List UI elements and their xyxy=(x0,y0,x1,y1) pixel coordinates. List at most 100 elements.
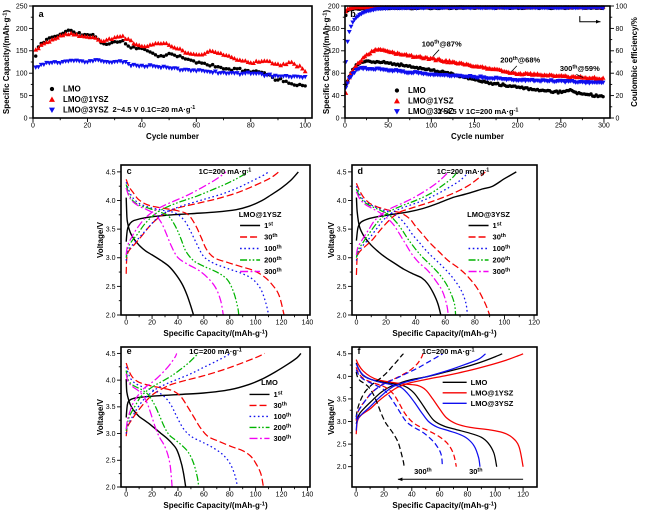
svg-text:40: 40 xyxy=(616,71,624,78)
svg-text:2.0: 2.0 xyxy=(337,312,347,319)
svg-text:4.0: 4.0 xyxy=(337,374,347,381)
svg-text:4.0: 4.0 xyxy=(337,198,347,205)
svg-text:3.5: 3.5 xyxy=(337,396,347,403)
svg-text:0: 0 xyxy=(31,123,35,130)
svg-text:20: 20 xyxy=(84,123,92,130)
svg-text:Specific Capacity/(mAh-g-1​): Specific Capacity/(mAh-g-1​) xyxy=(163,501,268,510)
svg-text:250: 250 xyxy=(555,123,567,130)
svg-text:40: 40 xyxy=(174,492,182,499)
svg-text:60: 60 xyxy=(616,48,624,55)
svg-text:80: 80 xyxy=(247,123,255,130)
svg-text:2.0: 2.0 xyxy=(337,464,347,471)
svg-text:0: 0 xyxy=(354,320,358,327)
svg-text:3.0: 3.0 xyxy=(106,431,116,438)
svg-text:1st​: 1st​ xyxy=(493,221,502,230)
svg-text:Specific Capacity/(mAh-g-1​): Specific Capacity/(mAh-g-1​) xyxy=(163,329,268,338)
svg-text:300th​: 300th​ xyxy=(414,467,432,476)
svg-text:30th​: 30th​ xyxy=(493,233,506,242)
svg-text:120: 120 xyxy=(276,320,288,327)
svg-text:80: 80 xyxy=(332,71,340,78)
svg-text:3.5: 3.5 xyxy=(337,227,347,234)
svg-text:Specific Capacity/(mAh·g-1​): Specific Capacity/(mAh·g-1​) xyxy=(2,10,11,115)
svg-text:Voltage/V: Voltage/V xyxy=(327,398,336,435)
svg-text:e: e xyxy=(127,346,132,356)
chart-c-voltage-profiles-lmo1ysz: 0 20 40 60 80 100 120 140 2.0 2.5 3.0 3.5 4.0 4.5 Spec… xyxy=(96,164,314,338)
chart-d-voltage-profiles-lmo3ysz: 0 20 40 60 80 100 120 2.0 2.5 3.0 3.5 4.0 4.5 Specifi… xyxy=(327,164,540,338)
svg-text:c: c xyxy=(127,166,132,176)
svg-text:2~4.5 V 1C=200 mA·g-1​: 2~4.5 V 1C=200 mA·g-1​ xyxy=(438,107,519,116)
svg-text:b: b xyxy=(350,9,356,19)
svg-text:20: 20 xyxy=(382,320,390,327)
svg-text:2.0: 2.0 xyxy=(106,312,116,319)
svg-text:LMO@1YSZ: LMO@1YSZ xyxy=(471,388,514,397)
svg-text:100: 100 xyxy=(499,320,511,327)
svg-text:Voltage/V: Voltage/V xyxy=(327,221,336,258)
svg-text:300: 300 xyxy=(598,123,610,130)
svg-text:LMO@3YSZ: LMO@3YSZ xyxy=(63,105,109,114)
svg-text:3.5: 3.5 xyxy=(106,227,116,234)
svg-text:2.5: 2.5 xyxy=(337,441,347,448)
svg-text:LMO@3YSZ: LMO@3YSZ xyxy=(467,210,510,219)
svg-text:20: 20 xyxy=(616,93,624,100)
svg-text:LMO: LMO xyxy=(408,86,426,95)
svg-text:2~4.5 V 0.1C=20 mA·g-1​: 2~4.5 V 0.1C=20 mA·g-1​ xyxy=(113,105,196,114)
svg-text:120: 120 xyxy=(276,492,288,499)
svg-text:2.5: 2.5 xyxy=(106,458,116,465)
svg-text:60: 60 xyxy=(192,123,200,130)
svg-text:LMO@3YSZ: LMO@3YSZ xyxy=(408,107,454,116)
svg-text:100: 100 xyxy=(616,3,628,10)
chart-f-voltage-profiles-comparison: 0 20 40 60 80 100 120 2.0 2.5 3.0 3.5 4.0 4.5 Specifi… xyxy=(327,346,538,510)
svg-text:80: 80 xyxy=(616,26,624,33)
svg-text:100: 100 xyxy=(425,123,437,130)
svg-text:200th​@68%: 200th​@68% xyxy=(500,56,540,65)
svg-text:200th​: 200th​ xyxy=(264,256,282,265)
svg-text:4.5: 4.5 xyxy=(337,351,347,358)
svg-text:1C=200 mA·g-1​: 1C=200 mA·g-1​ xyxy=(437,167,490,176)
svg-text:100: 100 xyxy=(16,71,28,78)
svg-text:120: 120 xyxy=(528,320,540,327)
svg-text:a: a xyxy=(39,9,45,19)
svg-text:0: 0 xyxy=(616,115,620,122)
svg-text:4.0: 4.0 xyxy=(106,378,116,385)
svg-text:30th​: 30th​ xyxy=(469,467,482,476)
svg-text:f: f xyxy=(358,346,362,356)
svg-text:40: 40 xyxy=(408,492,416,499)
chart-a-cycling-0p1c: 0 20 40 60 80 100 0 50 100 150 200 250 Cycle number S… xyxy=(2,3,313,141)
svg-text:2.5: 2.5 xyxy=(337,284,347,291)
svg-text:4.0: 4.0 xyxy=(106,198,116,205)
svg-text:4.5: 4.5 xyxy=(106,351,116,358)
svg-text:1st​: 1st​ xyxy=(274,390,283,399)
svg-text:100: 100 xyxy=(250,320,262,327)
svg-text:300th​@59%: 300th​@59% xyxy=(560,64,600,73)
svg-text:4.5: 4.5 xyxy=(337,169,347,176)
svg-text:Specific Capacity/(mAh-g-1​): Specific Capacity/(mAh-g-1​) xyxy=(392,501,497,510)
svg-text:250: 250 xyxy=(16,3,28,10)
svg-text:100th​@87%: 100th​@87% xyxy=(422,39,462,48)
svg-text:Specific Capacity/(mAh-g-1​): Specific Capacity/(mAh-g-1​) xyxy=(392,329,497,338)
svg-text:80: 80 xyxy=(471,320,479,327)
svg-text:40: 40 xyxy=(332,93,340,100)
svg-text:2.0: 2.0 xyxy=(106,484,116,491)
svg-text:50: 50 xyxy=(20,93,28,100)
svg-text:120: 120 xyxy=(517,492,529,499)
svg-text:200: 200 xyxy=(328,3,340,10)
svg-text:80: 80 xyxy=(226,492,234,499)
svg-text:d: d xyxy=(358,166,364,176)
svg-text:1st​: 1st​ xyxy=(264,221,273,230)
svg-text:0: 0 xyxy=(336,115,340,122)
svg-text:100th​: 100th​ xyxy=(274,412,292,421)
svg-text:200: 200 xyxy=(16,26,28,33)
svg-text:4.5: 4.5 xyxy=(106,169,116,176)
svg-text:100th​: 100th​ xyxy=(493,244,511,253)
svg-text:LMO: LMO xyxy=(261,378,278,387)
svg-text:100th​: 100th​ xyxy=(264,244,282,253)
svg-text:LMO@1YSZ: LMO@1YSZ xyxy=(239,210,282,219)
svg-text:140: 140 xyxy=(302,320,314,327)
svg-text:100: 100 xyxy=(489,492,501,499)
svg-text:0: 0 xyxy=(24,115,28,122)
svg-text:0: 0 xyxy=(124,492,128,499)
svg-text:60: 60 xyxy=(436,492,444,499)
svg-text:150: 150 xyxy=(16,48,28,55)
svg-text:LMO: LMO xyxy=(471,378,488,387)
